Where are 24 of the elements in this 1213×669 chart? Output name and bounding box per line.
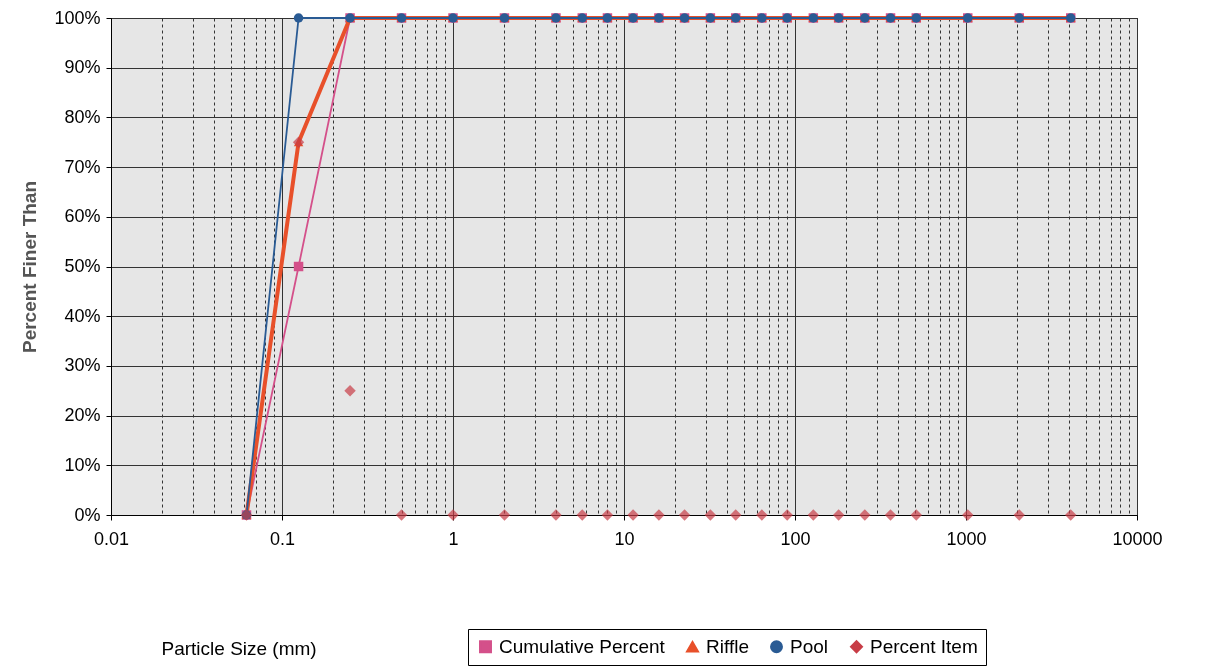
y-tick-label: 60%: [64, 206, 101, 227]
x-tick-label: 100: [780, 528, 811, 549]
y-tick-label: 30%: [64, 355, 101, 376]
x-tick-label: 10: [614, 528, 635, 549]
y-tick-label: 100%: [54, 7, 101, 28]
x-tick-label: 0.1: [269, 528, 296, 549]
y-tick-label: 80%: [64, 106, 101, 127]
x-tick-label: 10000: [1112, 528, 1163, 549]
y-tick-label: 0%: [74, 504, 101, 525]
y-tick-label: 70%: [64, 156, 101, 177]
y-tick-label: 90%: [64, 57, 101, 78]
x-tick-label: 1000: [946, 528, 987, 549]
legend-label: Pool: [790, 635, 829, 657]
x-tick-label: 0.01: [93, 528, 130, 549]
x-axis-title: Particle Size (mm): [161, 637, 317, 659]
legend-label: Cumulative Percent: [499, 635, 666, 657]
y-tick-label: 50%: [64, 256, 101, 276]
legend-label: Percent Item: [870, 635, 978, 657]
y-tick-label: 10%: [64, 454, 101, 475]
x-tick-label: 1: [448, 528, 459, 549]
y-tick-label: 20%: [64, 405, 101, 426]
y-axis-title: Percent Finer Than: [19, 180, 41, 354]
y-tick-label: 40%: [64, 305, 101, 326]
legend-label: Riffle: [706, 635, 749, 657]
